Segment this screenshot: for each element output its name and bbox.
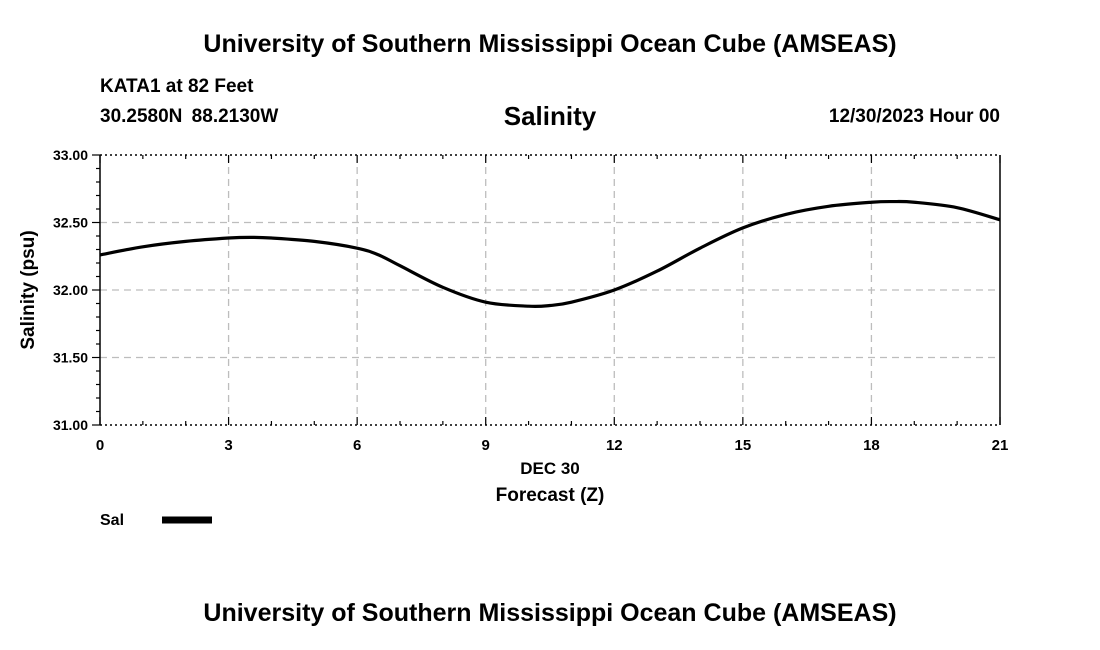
x-tick-label: 3 [224,437,232,454]
series-line-sal [99,199,1001,309]
x-tick-label: 21 [992,437,1009,454]
footer-title: University of Southern Mississippi Ocean… [203,599,897,627]
parameter-title: Salinity [503,101,597,131]
legend-label: Sal [100,512,124,529]
x-tick-label: 0 [96,437,104,454]
forecast-datetime: 12/30/2023 Hour 00 [828,106,1000,127]
station-coordinates: 30.2580N 88.2130W [100,106,279,127]
y-tick-label: 33.00 [53,147,88,163]
y-tick-label: 32.50 [53,215,88,231]
station-label: KATA1 at 82 Feet [100,76,254,97]
y-tick-label: 31.50 [53,350,88,366]
y-tick-label: 32.00 [53,282,88,298]
x-axis-date-label: DEC 30 [520,459,580,478]
y-tick-label: 31.00 [53,417,88,433]
x-tick-label: 15 [735,437,752,454]
x-tick-label: 9 [482,437,490,454]
x-tick-label: 12 [606,437,623,454]
x-axis-label: Forecast (Z) [496,485,605,506]
salinity-chart: 0 3 6 9 12 15 18 21 31.00 31.50 32.00 32.50 33.00 DEC… [18,147,1009,529]
chart-title: University of Southern Mississippi Ocean… [203,30,897,58]
x-tick-label: 18 [863,437,880,454]
y-axis-label: Salinity (psu) [18,230,39,349]
x-tick-label: 6 [353,437,361,454]
